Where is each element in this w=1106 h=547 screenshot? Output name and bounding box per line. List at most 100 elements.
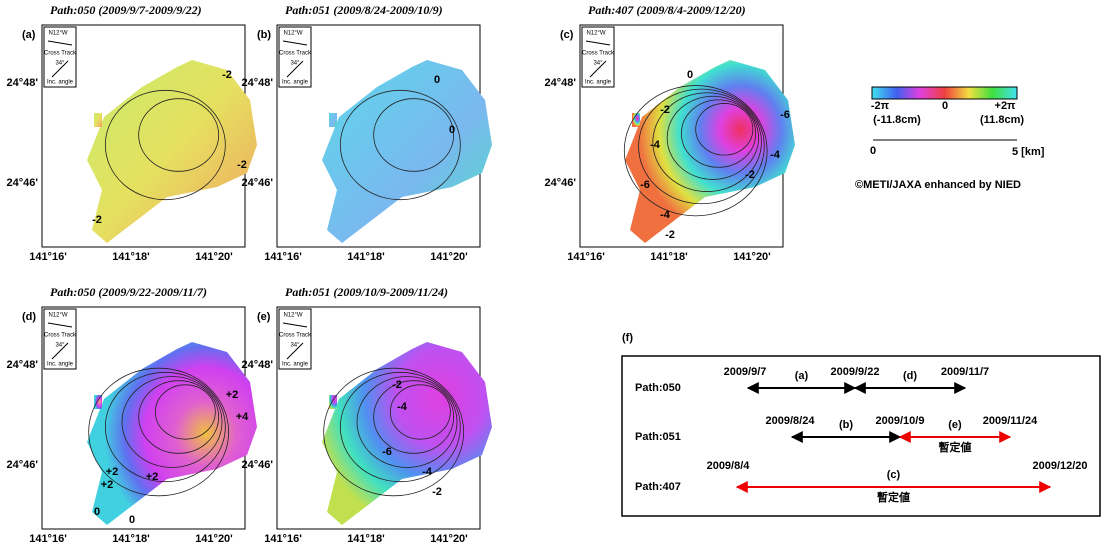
inset-angle: 34° xyxy=(55,343,65,349)
panel-title: Path:051 (2009/10/9-2009/11/24) xyxy=(285,285,448,299)
inset-angle: 34° xyxy=(55,61,65,67)
x-tick-label: 141°16' xyxy=(29,251,67,263)
row-path: Path:051 xyxy=(635,431,681,443)
panel-title: Path:051 (2009/8/24-2009/10/9) xyxy=(285,3,443,17)
contour-line xyxy=(138,98,220,172)
contour-line xyxy=(681,99,757,168)
x-tick-label: 141°16' xyxy=(29,533,67,545)
date-label: 2009/9/7 xyxy=(724,366,767,378)
contour-label: 0 xyxy=(449,124,455,136)
x-tick-label: 141°20' xyxy=(430,251,468,263)
inset-cross: Cross Track xyxy=(279,333,312,339)
inset-heading: N12°W xyxy=(283,31,302,37)
inset-angle: 34° xyxy=(593,61,603,67)
contour-label: -6 xyxy=(382,446,392,458)
contour-label: -4 xyxy=(770,149,781,161)
inset-incidence: Inc. angle xyxy=(47,362,74,368)
date-label: 2009/8/4 xyxy=(707,460,751,472)
contour-line xyxy=(339,371,461,483)
y-tick-label: 24°48' xyxy=(242,77,274,89)
contour-label: +4 xyxy=(236,411,249,423)
island xyxy=(87,342,257,525)
contour-line xyxy=(695,103,754,156)
contour-line xyxy=(638,88,765,205)
islet xyxy=(329,113,337,127)
contour-line xyxy=(373,98,455,172)
x-tick-label: 141°16' xyxy=(264,251,302,263)
contour-label: -2 xyxy=(392,379,402,391)
contour-label: -4 xyxy=(650,139,661,151)
panel-label: (a) xyxy=(22,29,36,41)
islet xyxy=(329,395,337,409)
date-label: 2009/11/24 xyxy=(983,415,1038,427)
x-tick-label: 141°18' xyxy=(112,533,150,545)
panel-label: (c) xyxy=(560,29,574,41)
y-tick-label: 24°46' xyxy=(7,177,39,189)
contour-label: 0 xyxy=(129,514,135,526)
x-tick-label: 141°18' xyxy=(650,251,688,263)
contour-label: -2 xyxy=(222,69,232,81)
span-label: (d) xyxy=(903,370,917,382)
credit: ©METI/JAXA enhanced by NIED xyxy=(855,179,1021,191)
contour-label: -2 xyxy=(665,229,675,241)
inset-arrow xyxy=(47,40,73,46)
contour-line xyxy=(339,89,461,201)
y-tick-label: 24°48' xyxy=(7,359,39,371)
span-label: (b) xyxy=(839,419,853,431)
scalebar-label: 5 [km] xyxy=(1012,146,1045,158)
inset-box xyxy=(278,26,312,88)
map-panel: Path:050 (2009/9/7-2009/9/22) (a) -2 -2 -2 N1… xyxy=(7,3,257,263)
colorbar-label: +2π xyxy=(995,100,1017,112)
contour-line xyxy=(373,380,455,454)
inset-arrow xyxy=(286,342,304,360)
panel-title: Path:050 (2009/9/22-2009/11/7) xyxy=(50,285,207,299)
contour-line xyxy=(666,95,759,180)
inset-arrow xyxy=(282,40,308,46)
contour-label: +2 xyxy=(106,466,119,478)
inset-box xyxy=(278,308,312,370)
contour-line xyxy=(154,384,216,440)
island xyxy=(87,60,257,243)
inset-incidence: Inc. angle xyxy=(282,362,309,368)
colorbar xyxy=(871,86,1018,100)
inset-arrow xyxy=(585,40,611,46)
inset-incidence: Inc. angle xyxy=(585,80,612,86)
colorbar-label: 0 xyxy=(942,100,948,112)
row-path: Path:407 xyxy=(635,481,681,493)
contour-label: -2 xyxy=(237,159,247,171)
x-tick-label: 141°20' xyxy=(430,533,468,545)
contour-line xyxy=(356,376,458,468)
inset-arrow xyxy=(51,342,69,360)
inset-heading: N12°W xyxy=(48,31,67,37)
contour-label: -6 xyxy=(640,179,650,191)
contour-label: -2 xyxy=(432,486,442,498)
contour-label: -4 xyxy=(422,466,433,478)
contour-label: 0 xyxy=(94,506,100,518)
inset-angle: 34° xyxy=(290,61,300,67)
date-label: 2009/11/7 xyxy=(941,366,989,378)
colorbar-sublabel: (11.8cm) xyxy=(980,114,1024,126)
x-tick-label: 141°16' xyxy=(264,533,302,545)
inset-cross: Cross Track xyxy=(582,51,615,57)
inset-arrow xyxy=(51,60,69,78)
x-tick-label: 141°20' xyxy=(195,251,233,263)
islet xyxy=(632,113,640,127)
map-panel: Path:050 (2009/9/22-2009/11/7)(d)+2+4+2+… xyxy=(7,285,257,545)
contour-label: -6 xyxy=(780,109,790,121)
islet xyxy=(94,395,102,409)
contour-line xyxy=(104,371,226,483)
inset-heading: N12°W xyxy=(48,313,67,319)
contour-label: -2 xyxy=(745,169,755,181)
island xyxy=(322,60,492,243)
y-tick-label: 24°46' xyxy=(7,459,39,471)
contour-label: 0 xyxy=(434,74,440,86)
map-panel: Path:051 (2009/10/9-2009/11/24) (e) -2 -4 -6… xyxy=(242,285,492,545)
colorbar-sublabel: (-11.8cm) xyxy=(873,114,921,126)
inset-box xyxy=(43,308,77,370)
x-tick-label: 141°18' xyxy=(347,533,385,545)
y-tick-label: 24°48' xyxy=(242,359,274,371)
date-label: 2009/12/20 xyxy=(1032,460,1087,472)
contour-line xyxy=(121,376,223,468)
span-label: (c) xyxy=(887,469,901,481)
